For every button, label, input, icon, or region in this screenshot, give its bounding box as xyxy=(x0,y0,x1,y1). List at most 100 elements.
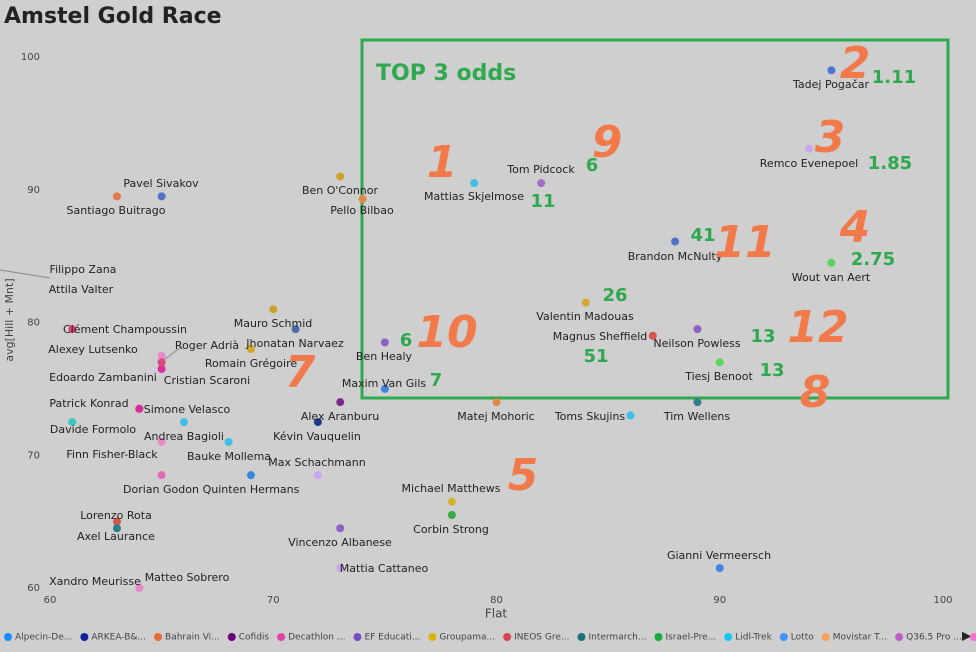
data-point xyxy=(246,345,255,354)
point-label: Clément Champoussin xyxy=(63,323,187,336)
odds-annotation: 51 xyxy=(583,346,608,367)
data-point xyxy=(470,179,479,188)
data-point xyxy=(380,384,389,393)
legend-swatch xyxy=(428,633,437,641)
handwritten-annotation: 9 xyxy=(592,117,623,168)
odds-annotation: 1.85 xyxy=(868,153,912,174)
point-label: Pavel Sivakov xyxy=(123,177,199,190)
point-label: Finn Fisher-Black xyxy=(66,448,158,461)
point-label: Alexey Lutsenko xyxy=(48,343,138,356)
data-point xyxy=(135,404,144,413)
data-point xyxy=(68,418,77,427)
data-point xyxy=(693,398,702,407)
data-point xyxy=(135,584,144,592)
point-label: Gianni Vermeersch xyxy=(667,549,771,562)
point-label: Edoardo Zambanini xyxy=(49,371,157,384)
legend-label: INEOS Gre... xyxy=(514,633,569,643)
point-label: Remco Evenepoel xyxy=(760,157,858,170)
data-point xyxy=(112,192,121,201)
legend-swatch xyxy=(227,633,236,641)
plot-area xyxy=(68,66,836,592)
point-label: Kévin Vauquelin xyxy=(273,430,361,443)
point-label: Filippo Zana xyxy=(50,263,117,276)
point-label: Andrea Bagioli xyxy=(144,430,224,443)
point-label: Jhonatan Narvaez xyxy=(245,337,344,350)
point-label: Axel Laurance xyxy=(77,530,155,543)
odds-annotation: 6 xyxy=(586,155,599,176)
odds-annotation: 41 xyxy=(690,225,715,246)
point-label: Tadej Pogačar xyxy=(792,78,869,91)
data-point xyxy=(224,437,233,446)
data-point xyxy=(648,331,657,340)
point-label: Alex Aranburu xyxy=(301,410,379,423)
point-label: Brandon McNulty xyxy=(628,250,723,263)
legend-label: Israel-Pre... xyxy=(665,633,716,643)
data-point xyxy=(336,398,345,407)
data-point xyxy=(157,437,166,446)
point-label: Maxim Van Gils xyxy=(342,377,427,390)
handwritten-annotation: 4 xyxy=(839,202,871,253)
point-label: Valentin Madouas xyxy=(536,310,634,323)
data-point xyxy=(447,510,456,519)
legend-next[interactable]: ▶ xyxy=(962,629,972,643)
data-point xyxy=(581,298,590,307)
handwritten-annotation: 2 xyxy=(840,38,871,89)
legend-swatch xyxy=(969,633,976,641)
data-point xyxy=(291,325,300,334)
odds-annotation: 11 xyxy=(530,191,555,212)
legend-label: Intermarch... xyxy=(588,633,646,643)
data-point xyxy=(827,258,836,267)
y-tick-label: 60 xyxy=(27,583,40,594)
point-label: Ben Healy xyxy=(356,350,413,363)
data-point xyxy=(693,325,702,334)
data-point xyxy=(313,471,322,480)
data-point xyxy=(157,364,166,373)
legend-swatch xyxy=(654,633,663,641)
handwritten-annotation: 7 xyxy=(285,347,316,398)
point-label: Quinten Hermans xyxy=(203,483,300,496)
data-point xyxy=(715,564,724,573)
handwritten-annotation: 10 xyxy=(416,307,477,358)
legend-swatch xyxy=(779,633,788,641)
point-label: Ben O'Connor xyxy=(302,184,379,197)
odds-annotation: 7 xyxy=(430,370,443,391)
data-point xyxy=(246,471,255,480)
point-label: Mattia Cattaneo xyxy=(340,562,429,575)
point-label: Davide Formolo xyxy=(50,423,137,436)
point-label: Max Schachmann xyxy=(268,456,365,469)
data-point xyxy=(112,517,121,526)
odds-annotation: 13 xyxy=(759,360,784,381)
point-label: Corbin Strong xyxy=(413,523,489,536)
data-point xyxy=(336,564,345,573)
legend-label: Lidl-Trek xyxy=(735,633,772,643)
legend-label: Bahrain Vi... xyxy=(165,633,220,643)
point-label: Bauke Mollema xyxy=(187,450,271,463)
y-tick-label: 70 xyxy=(27,450,40,461)
odds-annotation: 13 xyxy=(750,326,775,347)
x-tick-label: 90 xyxy=(713,595,726,606)
legend-label: Q36.5 Pro ... xyxy=(906,633,962,643)
handwritten-annotation: 5 xyxy=(508,450,539,501)
data-point xyxy=(447,497,456,506)
handwritten-annotation: 1 xyxy=(427,137,458,188)
handwritten-annotation: 11 xyxy=(714,217,775,268)
data-point xyxy=(537,179,546,188)
legend-swatch xyxy=(895,633,904,641)
point-label: Dorian Godon xyxy=(123,483,199,496)
legend-swatch xyxy=(503,633,512,641)
point-label: Roger Adrià xyxy=(175,339,239,352)
x-tick-label: 100 xyxy=(933,595,952,606)
box-title: TOP 3 odds xyxy=(376,61,516,86)
odds-annotation: 6 xyxy=(400,330,413,351)
legend-swatch xyxy=(4,633,12,641)
data-point xyxy=(313,418,322,427)
data-point xyxy=(112,524,121,533)
data-point xyxy=(179,418,188,427)
point-label: Cristian Scaroni xyxy=(164,374,250,387)
legend-label: Lotto xyxy=(791,633,814,643)
leader-line xyxy=(0,269,51,279)
legend-swatch xyxy=(154,633,163,641)
data-point xyxy=(626,411,635,420)
point-label: Mattias Skjelmose xyxy=(424,190,524,203)
data-point xyxy=(671,237,680,246)
